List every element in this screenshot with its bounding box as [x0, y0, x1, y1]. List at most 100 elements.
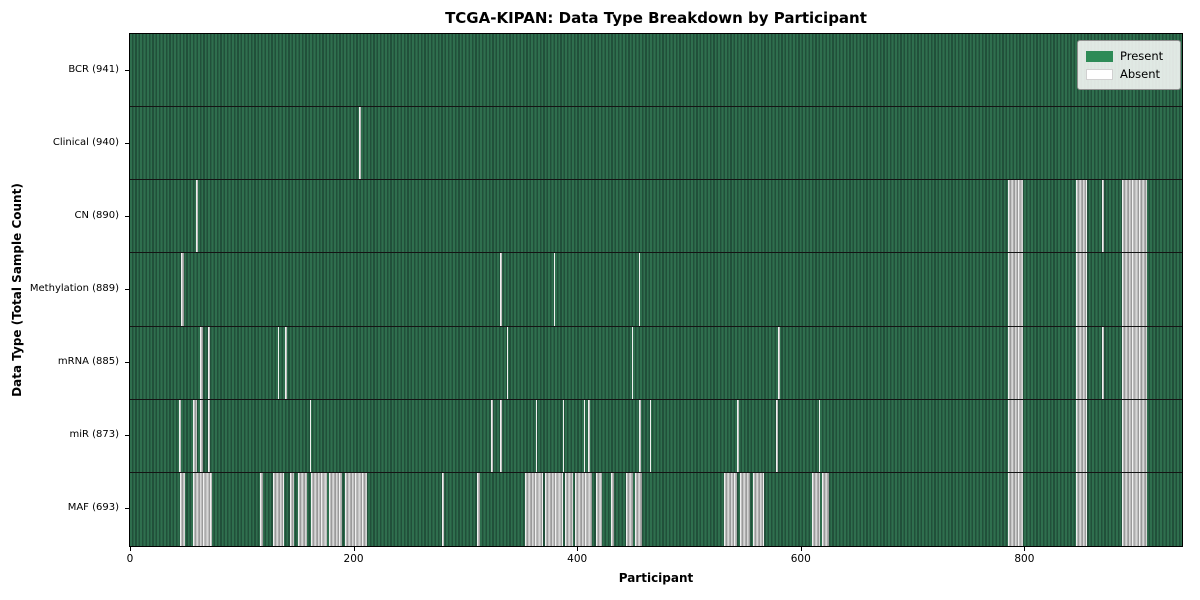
legend: Present Absent	[1077, 40, 1181, 90]
absent-band	[179, 399, 181, 472]
absent-band	[289, 472, 295, 546]
ytick-label-mir: miR (873)	[69, 429, 119, 441]
absent-band	[208, 399, 210, 472]
absent-band	[596, 472, 602, 546]
absent-band	[200, 399, 203, 472]
absent-swatch	[1086, 68, 1113, 80]
absent-band	[631, 326, 634, 399]
plot-area	[129, 33, 1183, 547]
absent-band	[638, 253, 641, 326]
absent-band	[311, 472, 327, 546]
absent-band	[476, 472, 480, 546]
xtick-label: 200	[343, 553, 364, 565]
present-swatch	[1086, 50, 1113, 62]
x-axis-label: Participant	[618, 571, 694, 585]
row-mrna	[130, 326, 1182, 400]
absent-band	[491, 399, 493, 472]
absent-band	[1075, 326, 1087, 399]
ytick-mark	[125, 435, 129, 437]
legend-entry-present: Present	[1086, 47, 1172, 65]
absent-band	[200, 326, 203, 399]
absent-band	[1007, 472, 1024, 546]
absent-band	[441, 472, 445, 546]
absent-band	[553, 253, 556, 326]
absent-band	[1075, 472, 1087, 546]
xtick-label: 800	[1014, 553, 1035, 565]
absent-band	[752, 472, 764, 546]
absent-band	[192, 472, 212, 546]
absent-band	[297, 472, 307, 546]
ytick-mark	[125, 142, 129, 144]
row-bcr	[130, 34, 1182, 108]
ytick-mark	[125, 289, 129, 290]
absent-band	[1121, 399, 1148, 472]
absent-band	[778, 326, 780, 399]
absent-band	[1075, 180, 1087, 253]
absent-band	[208, 326, 210, 399]
ytick-label-cn: CN (890)	[74, 209, 119, 221]
absent-band	[500, 399, 502, 472]
xtick-mark	[577, 547, 579, 551]
absent-band	[359, 107, 361, 180]
absent-band	[195, 180, 199, 253]
absent-band	[635, 472, 643, 546]
ytick-mark	[125, 508, 129, 510]
absent-band	[506, 326, 509, 399]
xtick-mark	[800, 547, 802, 551]
absent-band	[192, 399, 198, 472]
absent-band	[1121, 180, 1148, 253]
absent-band	[610, 472, 615, 546]
xtick-mark	[353, 547, 355, 551]
absent-band	[737, 399, 739, 472]
ytick-label-mrna: mRNA (885)	[57, 356, 119, 368]
ytick-label-methylation: Methylation (889)	[29, 283, 119, 294]
absent-band	[1007, 253, 1024, 326]
absent-band	[277, 326, 280, 399]
absent-band	[273, 472, 285, 546]
absent-band	[1121, 326, 1148, 399]
absent-band	[1121, 253, 1148, 326]
xtick-label: 0	[126, 553, 134, 565]
legend-entry-absent: Absent	[1086, 65, 1172, 83]
row-cn	[130, 180, 1182, 254]
absent-band	[544, 472, 563, 546]
absent-band	[1075, 399, 1087, 472]
ytick-label-maf: MAF (693)	[67, 502, 119, 514]
absent-band	[500, 253, 502, 326]
xtick-label: 600	[790, 553, 811, 565]
absent-band	[562, 399, 565, 472]
absent-band	[524, 472, 543, 546]
legend-label: Absent	[1120, 67, 1161, 81]
absent-band	[574, 472, 592, 546]
absent-band	[285, 326, 287, 399]
absent-band	[822, 472, 829, 546]
ytick-mark	[125, 215, 129, 217]
ytick-label-bcr: BCR (941)	[68, 63, 119, 75]
xtick-mark	[130, 547, 131, 551]
absent-band	[564, 472, 573, 546]
absent-band	[535, 399, 538, 472]
absent-band	[818, 399, 821, 472]
absent-band	[1101, 326, 1104, 399]
ytick-label-clinical: Clinical (940)	[52, 136, 119, 148]
absent-band	[776, 399, 778, 472]
absent-band	[1101, 180, 1104, 253]
ytick-mark	[125, 69, 129, 71]
row-mir	[130, 399, 1182, 473]
absent-band	[740, 472, 751, 546]
absent-band	[309, 399, 312, 472]
absent-band	[1007, 399, 1024, 472]
absent-band	[259, 472, 264, 546]
row-clinical	[130, 107, 1182, 181]
absent-band	[1075, 253, 1087, 326]
absent-band	[180, 472, 185, 546]
absent-band	[1121, 472, 1148, 546]
row-maf	[130, 472, 1182, 546]
xtick-label: 400	[567, 553, 588, 565]
absent-band	[328, 472, 343, 546]
absent-band	[1007, 180, 1024, 253]
absent-band	[181, 253, 184, 326]
row-methylation	[130, 253, 1182, 327]
absent-band	[588, 399, 590, 472]
